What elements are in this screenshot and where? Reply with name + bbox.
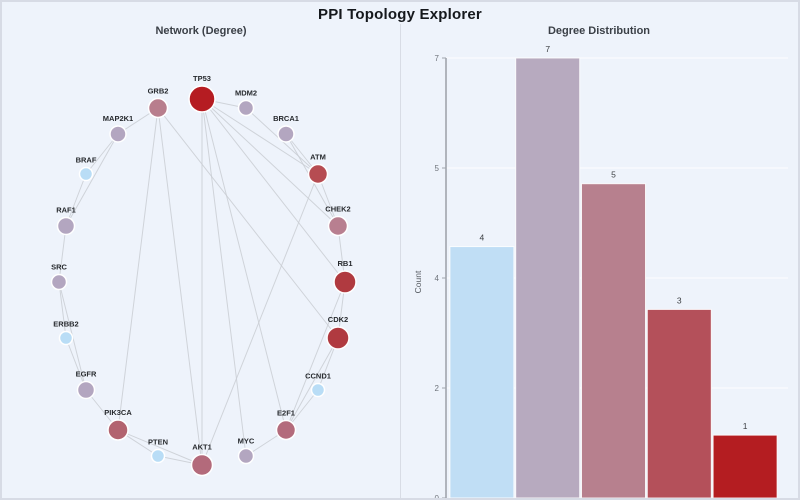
histogram-plot: 4 7 5 3 1 0 2 4 5 7 Count (413, 44, 788, 500)
network-edge-akt1-grb2 (157, 107, 203, 466)
network-edge-atm-akt1 (201, 173, 319, 466)
bar-value-label-4: 1 (743, 421, 748, 431)
network-node-label-ccnd1: CCND1 (305, 372, 331, 381)
network-edge-erbb2-src (58, 281, 67, 339)
network-node-label-atm: ATM (310, 153, 326, 162)
network-edge-tp53-atm (201, 98, 319, 175)
bar-value-label-2: 5 (611, 170, 616, 180)
network-node-label-tp53: TP53 (193, 74, 211, 83)
network-node-myc[interactable] (237, 447, 255, 465)
bar-value-label-1: 7 (545, 44, 550, 54)
network-edge-egfr-erbb2 (65, 337, 87, 391)
network-node-atm[interactable] (307, 163, 329, 185)
network-edge-tp53-e2f1 (201, 98, 287, 431)
bar-value-label-3: 3 (677, 295, 682, 305)
network-node-raf1[interactable] (56, 216, 76, 236)
network-node-label-src: SRC (51, 263, 67, 272)
bar-3[interactable] (646, 308, 712, 498)
network-node-label-brca1: BRCA1 (273, 114, 299, 123)
network-edge-akt1-pik3ca (117, 429, 203, 466)
network-node-map2k1[interactable] (109, 125, 127, 143)
network-node-akt1[interactable] (190, 453, 214, 477)
y-tick-label-0: 0 (435, 494, 440, 500)
network-node-label-myc: MYC (238, 437, 255, 446)
network-node-label-raf1: RAF1 (56, 206, 76, 215)
y-tick-label-3: 5 (435, 164, 440, 173)
bar-value-label-0: 4 (480, 233, 485, 243)
network-node-e2f1[interactable] (275, 419, 297, 441)
network-edge-braf-raf1 (65, 173, 87, 227)
network-node-label-e2f1: E2F1 (277, 409, 295, 418)
histogram-panel-title: Degree Distribution (547, 25, 651, 37)
network-edge-tp53-chek2 (201, 98, 339, 227)
bar-2[interactable] (581, 183, 646, 498)
y-axis-title: Count (413, 270, 423, 293)
bar-4[interactable] (712, 434, 778, 498)
network-node-cdk2[interactable] (326, 326, 350, 350)
network-node-label-erbb2: ERBB2 (53, 320, 78, 329)
network-node-grb2[interactable] (147, 97, 169, 119)
network-node-label-egfr: EGFR (76, 370, 97, 379)
network-plot: TP53 MDM2 BRCA1 ATM CHEK2 RB1 CDK2 CCND1 E2F1 MYC… (50, 74, 357, 477)
network-node-ccnd1[interactable] (310, 382, 326, 398)
network-edge-tp53-rb1 (201, 98, 346, 283)
bar-0[interactable] (449, 246, 515, 498)
network-node-braf[interactable] (78, 166, 94, 182)
network-node-brca1[interactable] (277, 125, 295, 143)
network-node-label-chek2: CHEK2 (325, 205, 350, 214)
panel-divider (400, 24, 401, 498)
network-node-rb1[interactable] (333, 270, 357, 294)
network-node-label-akt1: AKT1 (192, 443, 212, 452)
network-node-src[interactable] (50, 273, 68, 291)
network-node-label-rb1: RB1 (337, 259, 352, 268)
y-tick-label-1: 2 (435, 384, 440, 393)
network-node-egfr[interactable] (76, 380, 96, 400)
network-edge-raf1-src (58, 225, 67, 283)
network-node-label-mdm2: MDM2 (235, 89, 257, 98)
network-node-erbb2[interactable] (58, 330, 74, 346)
network-node-tp53[interactable] (188, 85, 216, 113)
network-node-label-grb2: GRB2 (148, 87, 169, 96)
network-node-pten[interactable] (150, 448, 166, 464)
y-tick-label-4: 7 (435, 54, 440, 63)
network-edge-cdk2-e2f1 (285, 337, 339, 431)
bar-1[interactable] (515, 57, 581, 498)
network-node-label-pik3ca: PIK3CA (104, 408, 132, 417)
network-edge-rb1-e2f1 (285, 281, 346, 431)
network-node-label-map2k1: MAP2K1 (103, 114, 133, 123)
network-node-mdm2[interactable] (237, 99, 255, 117)
network-node-label-pten: PTEN (148, 438, 168, 447)
network-edge-tp53-myc (201, 98, 247, 457)
network-node-label-braf: BRAF (76, 156, 97, 165)
network-panel-title: Network (Degree) (155, 25, 247, 37)
network-node-pik3ca[interactable] (107, 419, 129, 441)
network-edge-cdk2-grb2 (157, 107, 339, 339)
network-node-chek2[interactable] (327, 215, 349, 237)
network-edge-pik3ca-grb2 (117, 107, 159, 431)
network-edge-map2k1-raf1 (65, 133, 119, 227)
network-node-label-cdk2: CDK2 (328, 315, 348, 324)
app-title: PPI Topology Explorer (318, 6, 482, 23)
y-tick-label-2: 4 (435, 274, 440, 283)
